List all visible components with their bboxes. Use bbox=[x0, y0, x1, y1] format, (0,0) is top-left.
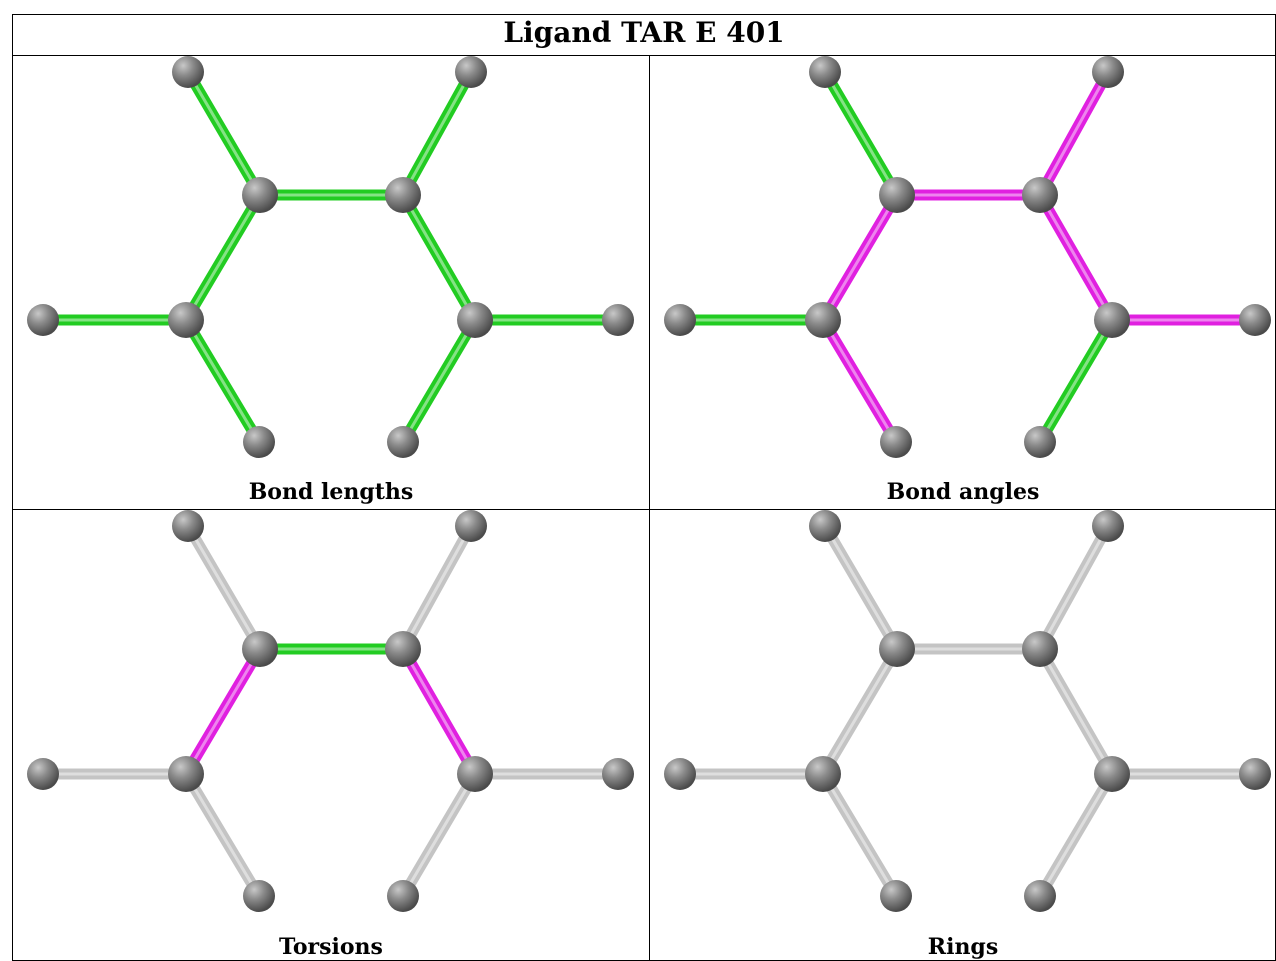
atom bbox=[602, 758, 634, 790]
atom bbox=[809, 56, 841, 88]
bond-green bbox=[397, 314, 481, 448]
atom bbox=[387, 880, 419, 912]
bond-magenta bbox=[1034, 66, 1114, 201]
atom bbox=[27, 304, 59, 336]
atom bbox=[602, 304, 634, 336]
bond-magenta bbox=[180, 643, 266, 780]
atom bbox=[1239, 304, 1271, 336]
atom bbox=[457, 302, 493, 338]
atom bbox=[168, 756, 204, 792]
atom bbox=[1092, 56, 1124, 88]
table-title: Ligand TAR E 401 bbox=[503, 16, 785, 49]
atom bbox=[1022, 631, 1058, 667]
atom bbox=[385, 631, 421, 667]
atom bbox=[880, 880, 912, 912]
atom bbox=[385, 177, 421, 213]
atom bbox=[243, 880, 275, 912]
bond-gray bbox=[817, 768, 902, 902]
bond-gray bbox=[1034, 520, 1114, 655]
atom bbox=[879, 177, 915, 213]
atom bbox=[1022, 177, 1058, 213]
bond-gray bbox=[817, 643, 903, 780]
bond-magenta bbox=[817, 189, 903, 326]
atom bbox=[809, 510, 841, 542]
bond-green bbox=[397, 66, 477, 201]
atom bbox=[805, 302, 841, 338]
molecule-panel-torsions bbox=[27, 510, 634, 912]
atom bbox=[242, 177, 278, 213]
bond-gray bbox=[1034, 768, 1118, 902]
atom bbox=[172, 510, 204, 542]
bond-green bbox=[180, 189, 266, 326]
atom bbox=[1024, 426, 1056, 458]
atom bbox=[664, 304, 696, 336]
bond-green bbox=[1034, 314, 1118, 448]
bond-magenta bbox=[1034, 189, 1118, 326]
bond-magenta bbox=[817, 314, 902, 448]
atom bbox=[455, 510, 487, 542]
bond-green bbox=[397, 189, 481, 326]
atom bbox=[172, 56, 204, 88]
bond-gray bbox=[182, 520, 266, 655]
caption-torsions: Torsions bbox=[279, 934, 383, 960]
atom bbox=[455, 56, 487, 88]
bond-green bbox=[180, 314, 265, 448]
caption-bond-lengths: Bond lengths bbox=[248, 479, 414, 505]
bond-magenta bbox=[397, 643, 481, 780]
atom bbox=[168, 302, 204, 338]
atom bbox=[27, 758, 59, 790]
molecule-panel-bond-angles bbox=[664, 56, 1271, 458]
molecule-panel-bond-lengths bbox=[27, 56, 634, 458]
atom bbox=[1024, 880, 1056, 912]
caption-bond-angles: Bond angles bbox=[886, 479, 1040, 505]
bond-gray bbox=[180, 768, 265, 902]
atom bbox=[805, 756, 841, 792]
bond-gray bbox=[397, 520, 477, 655]
atom bbox=[242, 631, 278, 667]
caption-rings: Rings bbox=[927, 934, 999, 960]
bond-gray bbox=[397, 768, 481, 902]
atom bbox=[880, 426, 912, 458]
atom bbox=[1094, 302, 1130, 338]
bond-green bbox=[182, 66, 266, 201]
atom bbox=[1239, 758, 1271, 790]
atom bbox=[387, 426, 419, 458]
bond-gray bbox=[819, 520, 903, 655]
atom bbox=[243, 426, 275, 458]
atom bbox=[457, 756, 493, 792]
atom bbox=[1094, 756, 1130, 792]
atom bbox=[879, 631, 915, 667]
bond-gray bbox=[1034, 643, 1118, 780]
molecule-panel-rings bbox=[664, 510, 1271, 912]
atom bbox=[1092, 510, 1124, 542]
bond-green bbox=[819, 66, 903, 201]
atom bbox=[664, 758, 696, 790]
